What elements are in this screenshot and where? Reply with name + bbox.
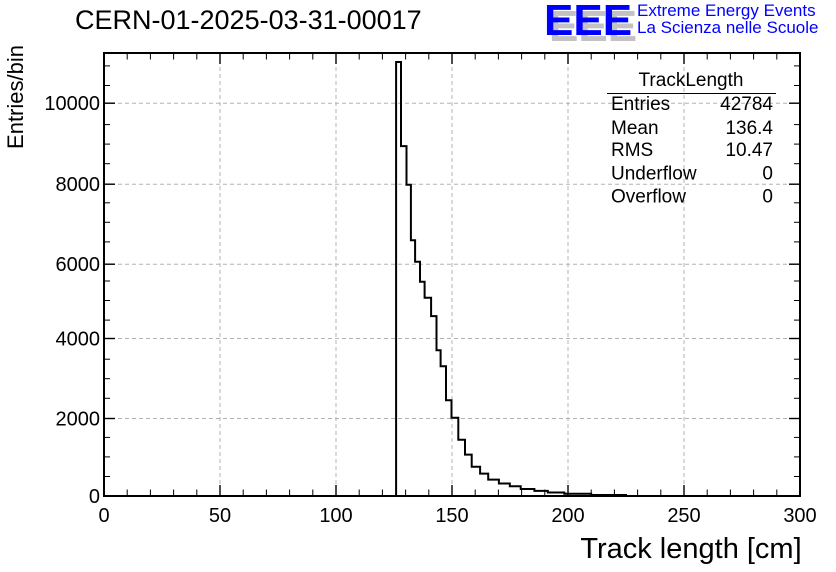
svg-text:CERN-01-2025-03-31-00017: CERN-01-2025-03-31-00017 — [75, 5, 422, 35]
svg-text:Underflow: Underflow — [611, 163, 697, 184]
svg-text:100: 100 — [319, 505, 352, 527]
svg-text:6000: 6000 — [56, 254, 101, 276]
svg-text:0: 0 — [98, 505, 109, 527]
svg-text:0: 0 — [762, 163, 773, 184]
svg-text:50: 50 — [209, 505, 231, 527]
svg-text:4000: 4000 — [56, 329, 101, 351]
svg-text:Entries/bin: Entries/bin — [3, 45, 28, 149]
svg-text:300: 300 — [783, 505, 816, 527]
svg-text:0: 0 — [89, 486, 100, 508]
svg-text:150: 150 — [435, 505, 468, 527]
svg-text:Entries: Entries — [611, 94, 670, 115]
svg-text:250: 250 — [667, 505, 700, 527]
svg-text:EEE: EEE — [544, 0, 632, 45]
svg-text:136.4: 136.4 — [725, 118, 773, 139]
svg-text:Mean: Mean — [611, 118, 659, 139]
svg-text:2000: 2000 — [56, 409, 101, 431]
svg-text:8000: 8000 — [56, 174, 101, 196]
svg-text:10.47: 10.47 — [725, 140, 773, 161]
svg-text:La Scienza nelle Scuole: La Scienza nelle Scuole — [637, 18, 818, 37]
svg-text:0: 0 — [762, 186, 773, 207]
svg-text:Overflow: Overflow — [611, 186, 686, 207]
svg-text:42784: 42784 — [720, 94, 773, 115]
svg-text:Track length [cm]: Track length [cm] — [580, 533, 801, 565]
svg-text:10000: 10000 — [44, 93, 100, 115]
svg-text:TrackLength: TrackLength — [639, 70, 744, 91]
svg-text:RMS: RMS — [611, 140, 653, 161]
svg-text:200: 200 — [551, 505, 584, 527]
